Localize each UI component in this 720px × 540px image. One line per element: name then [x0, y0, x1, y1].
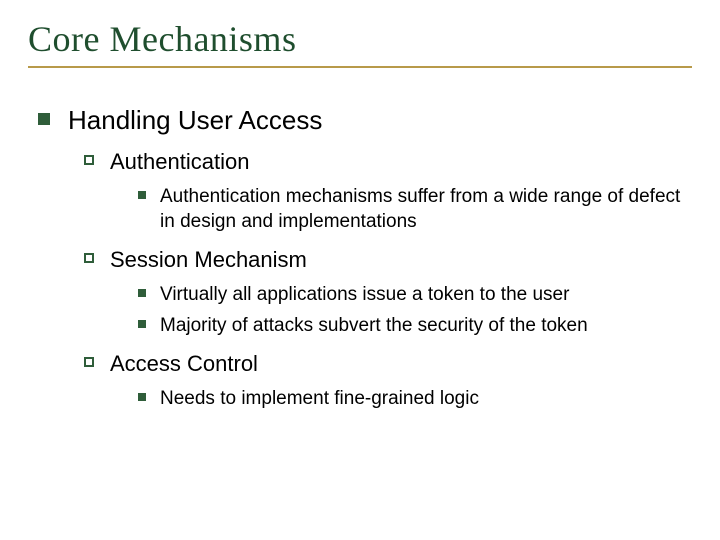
l3-item: Authentication mechanisms suffer from a …	[160, 184, 692, 234]
slide: Core Mechanisms Handling User Access Aut…	[0, 0, 720, 540]
square-bullet-icon	[38, 113, 50, 125]
outline-square-bullet-icon	[84, 357, 94, 367]
outline-square-bullet-icon	[84, 253, 94, 263]
square-bullet-icon	[138, 320, 146, 328]
bullet-l3: Needs to implement fine-grained logic	[138, 386, 692, 411]
l1-heading: Handling User Access	[68, 104, 692, 136]
bullet-l2: Session Mechanism	[84, 246, 692, 274]
bullet-l3: Virtually all applications issue a token…	[138, 282, 692, 307]
square-bullet-icon	[138, 289, 146, 297]
square-bullet-icon	[138, 393, 146, 401]
square-bullet-icon	[138, 191, 146, 199]
bullet-l3: Authentication mechanisms suffer from a …	[138, 184, 692, 234]
l3-item: Majority of attacks subvert the security…	[160, 313, 692, 338]
l3-item: Virtually all applications issue a token…	[160, 282, 692, 307]
bullet-l2: Authentication	[84, 148, 692, 176]
title-rule	[28, 66, 692, 68]
bullet-l1: Handling User Access	[38, 104, 692, 136]
bullet-l3: Majority of attacks subvert the security…	[138, 313, 692, 338]
content-area: Handling User Access Authentication Auth…	[28, 104, 692, 411]
l2-heading: Access Control	[110, 350, 692, 378]
outline-square-bullet-icon	[84, 155, 94, 165]
slide-title: Core Mechanisms	[28, 18, 692, 60]
l2-heading: Authentication	[110, 148, 692, 176]
bullet-l2: Access Control	[84, 350, 692, 378]
l2-heading: Session Mechanism	[110, 246, 692, 274]
l3-item: Needs to implement fine-grained logic	[160, 386, 692, 411]
